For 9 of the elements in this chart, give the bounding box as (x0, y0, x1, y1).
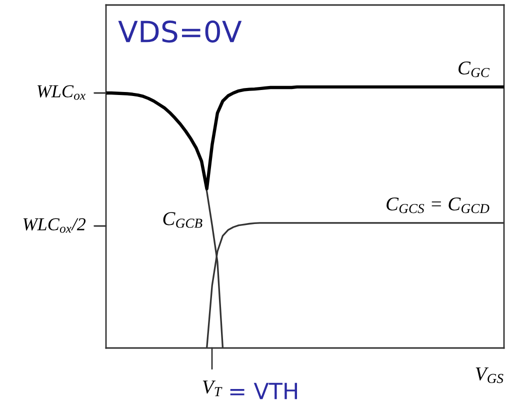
series-label: C$_{GCS}$ = C$_{GCD}$ (386, 197, 490, 214)
text: VDS=0V (118, 20, 242, 43)
series-label: C$_{GC}$ (458, 61, 490, 78)
text: = VTH (230, 382, 297, 400)
text: WLC$_{ox}$/2 (23, 218, 86, 233)
x-axis-title: V$_{GS}$ (476, 368, 504, 384)
series-label: C$_{GCB}$ (163, 212, 202, 228)
text: WLC$_{ox}$ (38, 85, 86, 100)
text: V$_{T}$ (202, 380, 222, 396)
